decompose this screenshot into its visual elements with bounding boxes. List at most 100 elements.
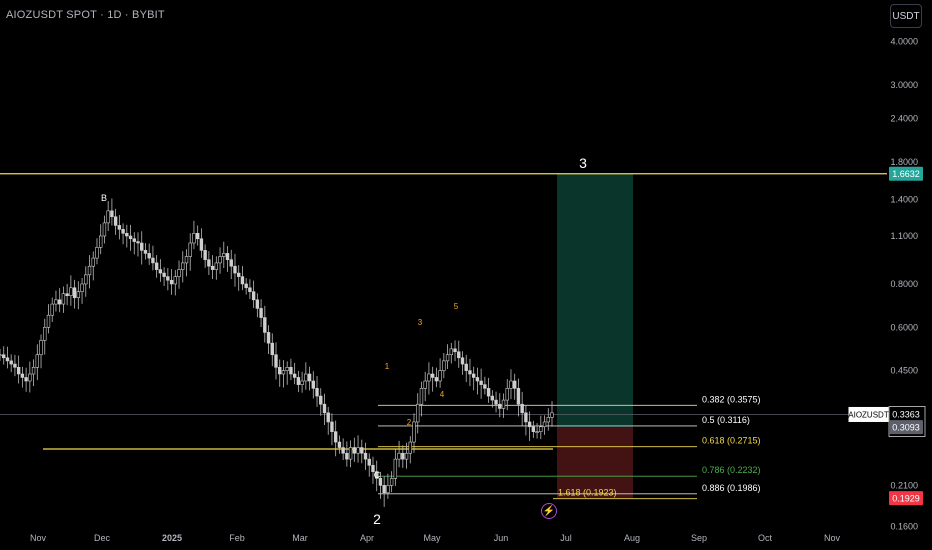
x-tick-label: Aug — [624, 533, 640, 543]
candle-body — [207, 259, 211, 267]
candle-body — [330, 421, 334, 432]
candle-body — [464, 363, 468, 371]
currency-button[interactable]: USDT — [890, 4, 922, 28]
x-tick-label: Jul — [560, 533, 572, 543]
candle-body — [251, 291, 256, 301]
candle-body — [427, 373, 431, 382]
candle-body — [378, 478, 383, 486]
x-tick-label: Dec — [94, 533, 111, 543]
candle-body — [72, 287, 77, 299]
stop-price-tag-text: 0.1929 — [892, 494, 920, 504]
candle-body — [442, 360, 446, 371]
candle-body — [341, 447, 345, 454]
x-tick-label: Sep — [691, 533, 707, 543]
candle-body — [225, 253, 230, 260]
candle-body — [337, 441, 342, 448]
candle-body — [169, 279, 174, 285]
y-tick-label: 4.0000 — [890, 37, 918, 47]
candle-body — [28, 373, 32, 382]
candle-body — [125, 232, 129, 237]
candle-body — [210, 265, 215, 270]
candle-body — [270, 342, 274, 356]
candle-body — [136, 241, 140, 244]
target-price-tag-text: 1.6632 — [892, 169, 920, 179]
candle-body — [531, 426, 536, 432]
fib-level-label: 0.382 (0.3575) — [702, 394, 761, 404]
candle-body — [281, 370, 286, 375]
entry-price-tag — [889, 420, 923, 435]
y-tick-label: 3.0000 — [890, 80, 918, 90]
wave-label-minor: 1 — [385, 362, 390, 371]
lightning-icon[interactable]: ⚡ — [541, 503, 557, 519]
candle-body — [304, 373, 308, 382]
x-tick-label: Nov — [30, 533, 47, 543]
candle-body — [292, 373, 297, 378]
y-tick-label: 1.4000 — [890, 195, 918, 205]
candle-body — [289, 366, 293, 375]
candle-body — [449, 348, 453, 356]
candle-body — [363, 452, 368, 460]
candle-body — [0, 354, 2, 357]
candle-body — [110, 210, 114, 218]
candle-body — [397, 452, 401, 460]
x-tick-label: 2025 — [162, 533, 182, 543]
candle-body — [9, 360, 13, 365]
candle-body — [184, 256, 189, 264]
candle-body — [468, 370, 472, 375]
candle-body — [494, 399, 498, 405]
fib-level-label: 0.5 (0.3116) — [702, 415, 750, 425]
candle-body — [356, 447, 360, 454]
candle-body — [505, 388, 509, 401]
candle-body — [453, 348, 457, 353]
candle-body — [177, 269, 181, 277]
y-tick-label: 1.8000 — [890, 157, 918, 167]
target-price-tag — [889, 166, 923, 181]
candle-body — [46, 314, 51, 328]
candle-body — [419, 388, 424, 405]
candle-body — [483, 384, 487, 389]
candle-body — [57, 299, 62, 305]
candle-body — [360, 447, 364, 454]
loss-zone — [557, 427, 633, 499]
y-tick-label: 0.2100 — [890, 480, 918, 490]
candle-body — [382, 485, 386, 494]
y-tick-label: 0.8000 — [890, 279, 918, 289]
candle-body — [214, 262, 219, 270]
candle-body — [375, 471, 379, 479]
candle-body — [248, 287, 252, 292]
candle-body — [490, 395, 495, 401]
candle-body — [539, 426, 543, 432]
candle-body — [389, 478, 394, 486]
candle-body — [367, 458, 371, 466]
candle-body — [147, 253, 151, 259]
candle-body — [535, 431, 539, 433]
x-tick-label: Feb — [229, 533, 245, 543]
candle-body — [371, 464, 375, 472]
candle-body — [266, 332, 271, 344]
candle-body — [43, 326, 47, 341]
candle-body — [412, 421, 416, 443]
y-tick-label: 2.4000 — [890, 114, 918, 124]
candle-body — [128, 235, 133, 240]
candle-body — [311, 380, 315, 389]
candle-body — [151, 257, 155, 264]
candle-body — [434, 377, 439, 382]
candle-body — [445, 354, 450, 362]
candle-body — [430, 373, 435, 378]
candle-body — [285, 366, 289, 371]
candle-body — [498, 403, 502, 409]
candle-body — [475, 377, 480, 382]
fib-level-label: 0.618 (0.2715) — [702, 436, 761, 446]
candle-body — [386, 485, 390, 494]
candle-body — [154, 262, 159, 270]
candle-body — [102, 222, 107, 237]
candle-body — [307, 373, 312, 382]
candle-body — [192, 232, 196, 244]
candle-body — [87, 265, 92, 276]
candle-body — [322, 403, 327, 414]
candle-body — [5, 357, 10, 362]
x-tick-label: May — [423, 533, 441, 543]
candle-body — [319, 395, 323, 405]
